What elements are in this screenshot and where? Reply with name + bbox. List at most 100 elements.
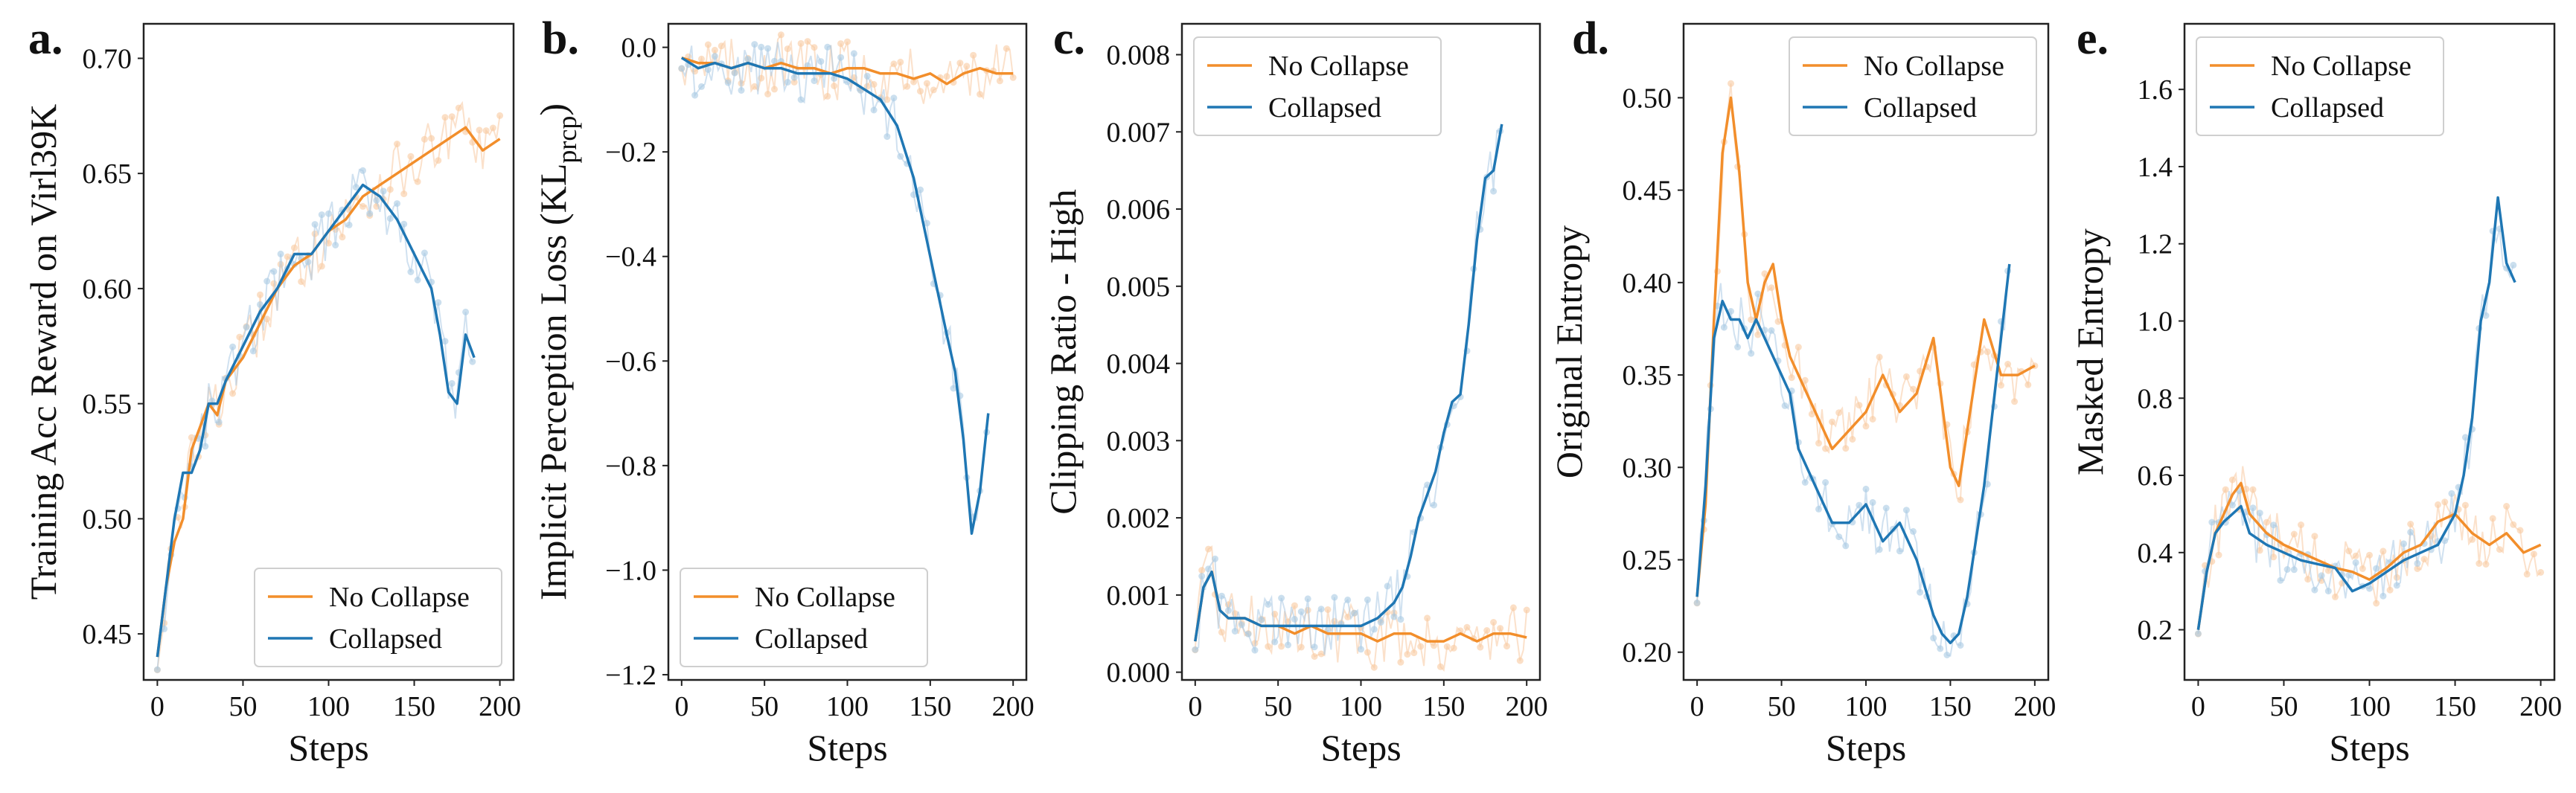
- x-axis-label: Steps: [1826, 727, 1906, 768]
- raw-point: [1937, 645, 1944, 652]
- raw-point: [188, 434, 195, 441]
- raw-point: [1768, 284, 1775, 292]
- raw-point: [2263, 518, 2270, 526]
- raw-point: [1509, 604, 1517, 611]
- raw-point: [1463, 623, 1471, 631]
- raw-point: [1364, 596, 1371, 603]
- raw-point: [249, 347, 257, 355]
- raw-point: [1244, 630, 1252, 638]
- raw-point: [2448, 489, 2455, 497]
- raw-point: [2407, 528, 2414, 536]
- panel-letter: a.: [28, 13, 63, 64]
- y-tick-label: 0.0: [621, 33, 657, 64]
- y-tick-label: 1.0: [2138, 306, 2173, 337]
- raw-point: [2215, 551, 2222, 559]
- raw-point: [448, 379, 456, 387]
- raw-point: [394, 141, 400, 147]
- raw-point: [2298, 521, 2304, 528]
- y-axis-label: Training Acc Reward on Virl39K: [22, 104, 64, 600]
- x-tick-label: 100: [826, 691, 869, 722]
- raw-point: [1734, 344, 1742, 350]
- raw-point: [2194, 630, 2202, 638]
- raw-point: [2359, 565, 2366, 572]
- raw-point: [2482, 312, 2490, 319]
- raw-point: [325, 210, 332, 217]
- raw-point: [2530, 550, 2537, 558]
- raw-point: [1192, 646, 1199, 653]
- raw-point: [153, 666, 161, 673]
- x-tick-label: 200: [479, 691, 521, 722]
- x-tick-label: 0: [1188, 691, 1202, 722]
- raw-point: [1822, 445, 1829, 452]
- raw-point: [1477, 643, 1484, 651]
- raw-point: [844, 38, 851, 45]
- raw-point: [1794, 344, 1802, 351]
- y-tick-label: 0.25: [1623, 545, 1672, 577]
- raw-point: [910, 78, 918, 86]
- raw-point: [2311, 533, 2318, 540]
- x-tick-label: 100: [2348, 691, 2391, 722]
- raw-point: [1258, 617, 1265, 623]
- x-tick-label: 100: [1845, 691, 1888, 722]
- raw-point: [1849, 436, 1856, 443]
- raw-point: [923, 219, 930, 227]
- raw-point: [2489, 515, 2496, 522]
- raw-point: [1205, 545, 1212, 553]
- raw-point: [1397, 616, 1404, 623]
- x-axis-label: Steps: [1320, 727, 1401, 768]
- y-tick-label: −0.6: [605, 346, 656, 377]
- legend: No Collapse Collapsed: [1193, 36, 1442, 136]
- raw-point: [784, 79, 791, 86]
- raw-point: [804, 38, 811, 45]
- raw-point: [2290, 530, 2298, 538]
- x-axis-label: Steps: [2329, 727, 2409, 768]
- raw-point: [2476, 560, 2483, 567]
- raw-point: [930, 86, 937, 94]
- raw-point: [1869, 416, 1876, 423]
- y-tick-label: 0.000: [1107, 658, 1171, 689]
- raw-point: [1998, 382, 2004, 389]
- raw-point: [1882, 504, 1890, 512]
- raw-point: [257, 291, 263, 298]
- series-line-collapsed: [2196, 196, 2516, 630]
- raw-point: [870, 106, 878, 114]
- y-tick-label: 0.70: [83, 43, 132, 74]
- raw-point: [1297, 643, 1305, 651]
- raw-point: [2380, 592, 2387, 600]
- y-tick-label: 0.4: [2138, 538, 2173, 569]
- raw-point: [917, 88, 924, 95]
- raw-point: [2256, 547, 2263, 554]
- raw-point: [2510, 261, 2517, 269]
- raw-point: [1781, 402, 1789, 409]
- raw-point: [2283, 566, 2291, 573]
- x-tick-label: 0: [150, 691, 164, 722]
- raw-point: [2277, 577, 2284, 584]
- y-tick-label: 0.006: [1107, 194, 1171, 225]
- raw-point: [448, 113, 456, 121]
- y-tick-label: −1.0: [605, 555, 656, 586]
- raw-point: [1238, 621, 1245, 629]
- raw-point: [1278, 643, 1285, 650]
- raw-point: [366, 210, 374, 217]
- raw-point: [897, 58, 904, 65]
- raw-point: [359, 202, 366, 210]
- raw-point: [1497, 625, 1504, 632]
- raw-point: [1358, 646, 1364, 653]
- raw-point: [345, 221, 353, 228]
- raw-point: [318, 211, 325, 219]
- raw-point: [691, 92, 699, 99]
- raw-point: [811, 77, 818, 85]
- raw-point: [811, 44, 818, 51]
- raw-point: [421, 249, 428, 257]
- raw-point: [2503, 503, 2511, 510]
- raw-point: [1748, 350, 1755, 357]
- raw-point: [751, 83, 758, 90]
- x-tick-label: 200: [2519, 691, 2562, 722]
- raw-point: [2469, 536, 2476, 543]
- y-tick-label: 0.002: [1107, 503, 1171, 534]
- raw-point: [1815, 440, 1822, 447]
- raw-point: [2373, 565, 2380, 572]
- raw-point: [1457, 627, 1464, 635]
- raw-point: [236, 333, 243, 341]
